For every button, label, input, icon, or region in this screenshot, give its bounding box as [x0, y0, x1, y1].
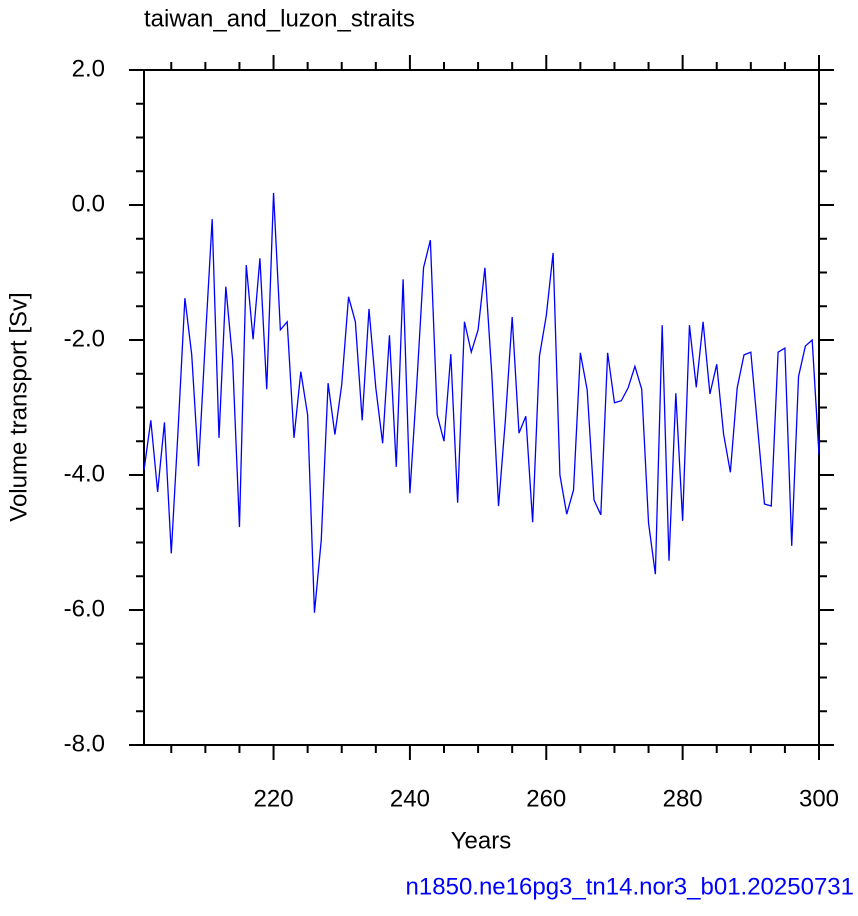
y-tick-label: -6.0: [64, 595, 105, 622]
y-axis-label: Volume transport [Sv]: [5, 292, 32, 521]
x-tick-label: 240: [390, 785, 430, 812]
y-tick-label: 0.0: [72, 190, 105, 217]
data-line: [143, 192, 820, 613]
subtitle: n1850.ne16pg3_tn14.nor3_b01.20250731: [406, 873, 854, 900]
x-tick-label: 300: [799, 785, 839, 812]
y-tick-label: 2.0: [72, 55, 105, 82]
x-tick-label: 280: [663, 785, 703, 812]
x-tick-label: 220: [254, 785, 294, 812]
y-tick-label: -2.0: [64, 325, 105, 352]
x-tick-label: 260: [526, 785, 566, 812]
y-tick-label: -8.0: [64, 730, 105, 757]
x-axis-label: Years: [451, 827, 512, 854]
y-tick-label: -4.0: [64, 460, 105, 487]
chart-title: taiwan_and_luzon_straits: [144, 5, 415, 32]
plot-frame: [143, 69, 820, 746]
